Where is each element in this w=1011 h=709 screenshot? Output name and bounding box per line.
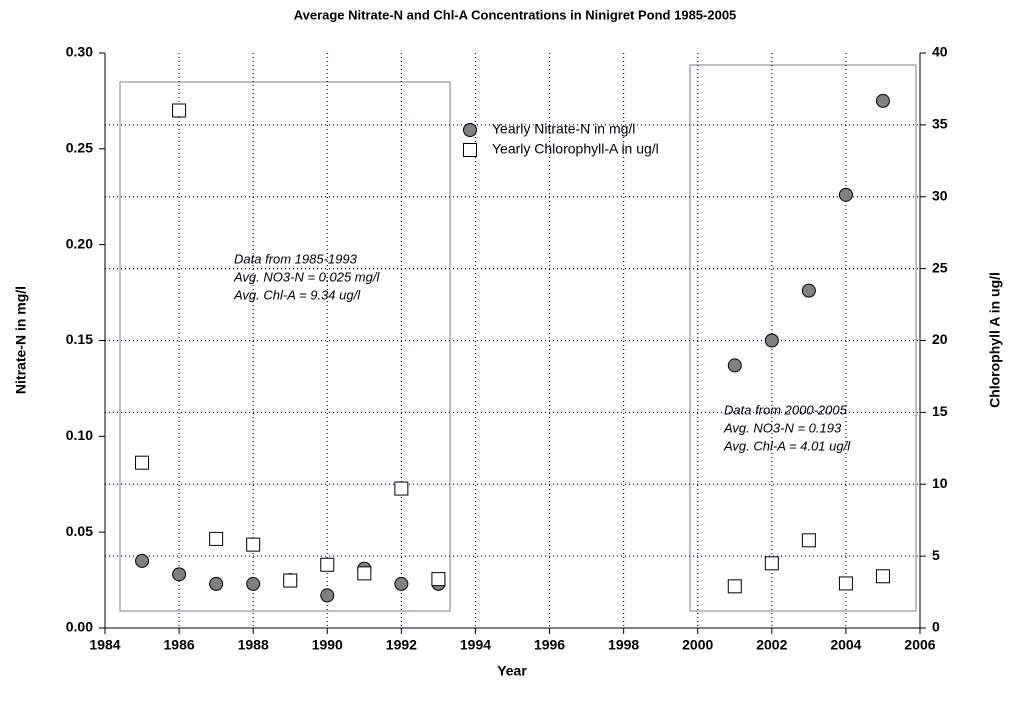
- y2-tick-label: 0: [932, 619, 940, 635]
- y2-axis-label: Chlorophyll A in ug/l: [987, 272, 1003, 408]
- legend-marker: [463, 123, 477, 137]
- x-tick-label: 2002: [756, 637, 787, 653]
- grid: [105, 53, 920, 628]
- y2-tick-label: 20: [932, 331, 948, 347]
- y-tick-label: 0.30: [66, 44, 93, 60]
- x-tick-label: 1986: [164, 637, 195, 653]
- annotation: Data from 1985-1993: [234, 251, 358, 266]
- y2-tick-label: 25: [932, 259, 948, 275]
- legend-label: Yearly Chlorophyll-A in ug/l: [492, 141, 659, 157]
- x-tick-label: 2004: [830, 637, 861, 653]
- square-marker: [801, 533, 816, 548]
- square-marker: [875, 569, 890, 584]
- square-marker: [764, 556, 779, 571]
- x-tick-label: 2000: [682, 637, 713, 653]
- square-marker: [838, 576, 853, 591]
- x-tick-label: 2006: [904, 637, 935, 653]
- annotation: Avg. NO3-N = 0.025 mg/l: [233, 269, 380, 284]
- circle-marker: [801, 283, 816, 298]
- circle-marker: [172, 567, 187, 582]
- square-marker: [727, 579, 742, 594]
- y-tick-label: 0.20: [66, 235, 93, 251]
- x-tick-label: 1988: [238, 637, 269, 653]
- legend-label: Yearly Nitrate-N in mg/l: [492, 121, 635, 137]
- circle-marker: [838, 187, 853, 202]
- y2-tick-label: 35: [932, 116, 948, 132]
- circle-marker: [320, 588, 335, 603]
- square-marker: [394, 481, 409, 496]
- square-marker: [209, 531, 224, 546]
- y-tick-label: 0.10: [66, 427, 93, 443]
- circle-marker: [209, 576, 224, 591]
- circle-marker: [135, 553, 150, 568]
- x-tick-label: 1990: [312, 637, 343, 653]
- y2-tick-label: 15: [932, 403, 948, 419]
- y-tick-label: 0.05: [66, 523, 93, 539]
- annotation: Avg. NO3-N = 0.193: [723, 420, 842, 435]
- square-marker: [135, 455, 150, 470]
- y2-tick-label: 10: [932, 475, 948, 491]
- x-tick-label: 1994: [460, 637, 491, 653]
- y2-tick-label: 5: [932, 547, 940, 563]
- annotation-box: [689, 64, 917, 612]
- y-tick-label: 0.00: [66, 619, 93, 635]
- x-tick-label: 1998: [608, 637, 639, 653]
- annotation-box: [119, 81, 451, 612]
- circle-marker: [394, 576, 409, 591]
- circle-marker: [764, 333, 779, 348]
- square-marker: [357, 566, 372, 581]
- square-marker: [431, 572, 446, 587]
- legend-marker: [463, 143, 477, 157]
- square-marker: [172, 103, 187, 118]
- marks: [135, 93, 890, 603]
- annotation: Avg. Chl-A = 9.34 ug/l: [233, 287, 361, 302]
- annotation: Data from 2000-2005: [724, 402, 848, 417]
- y-axis-label: Nitrate-N in mg/l: [13, 286, 29, 394]
- circle-marker: [875, 93, 890, 108]
- circle-marker: [246, 576, 261, 591]
- annotation: Avg. Chl-A = 4.01 ug/l: [723, 438, 851, 453]
- x-tick-label: 1992: [386, 637, 417, 653]
- x-tick-label: 1984: [89, 637, 120, 653]
- y2-tick-label: 40: [932, 44, 948, 60]
- circle-marker: [727, 358, 742, 373]
- x-axis-label: Year: [497, 663, 527, 679]
- y2-tick-label: 30: [932, 187, 948, 203]
- square-marker: [283, 573, 298, 588]
- axes: 1984 1986 1988 1990 1992 1994 1996 1998 2000 2002…: [66, 44, 948, 653]
- x-tick-label: 1996: [534, 637, 565, 653]
- y-tick-label: 0.25: [66, 140, 93, 156]
- y-tick-label: 0.15: [66, 331, 93, 347]
- chart-title: Average Nitrate-N and Chl-A Concentratio…: [294, 7, 737, 22]
- square-marker: [246, 537, 261, 552]
- square-marker: [320, 557, 335, 572]
